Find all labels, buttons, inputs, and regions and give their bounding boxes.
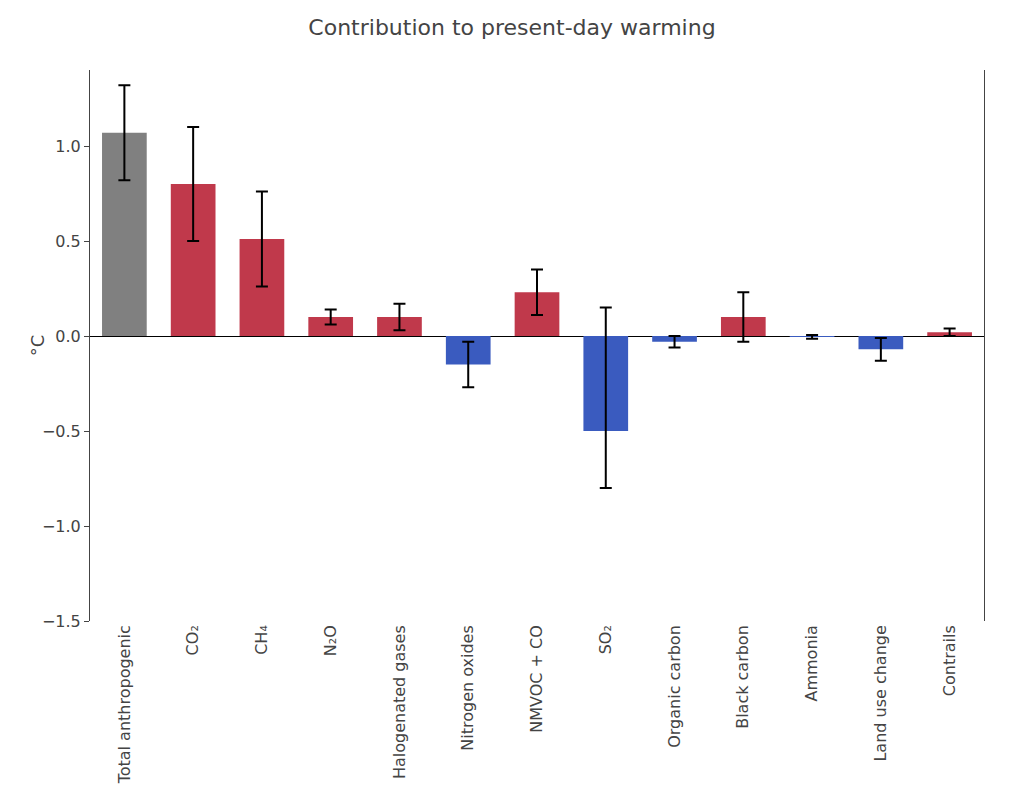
svg-text:Ammonia: Ammonia [802, 625, 821, 701]
svg-text:−1.5: −1.5 [42, 612, 81, 631]
svg-text:CH₄: CH₄ [252, 625, 271, 655]
svg-text:Black carbon: Black carbon [734, 625, 753, 729]
svg-text:Halogenated gases: Halogenated gases [390, 625, 409, 779]
svg-text:Organic carbon: Organic carbon [665, 625, 684, 748]
svg-text:Land use change: Land use change [871, 625, 890, 761]
svg-text:Contribution to present-day wa: Contribution to present-day warming [308, 15, 715, 40]
svg-text:0.0: 0.0 [55, 327, 80, 346]
svg-text:1.0: 1.0 [55, 137, 80, 156]
svg-text:N₂O: N₂O [321, 625, 340, 656]
svg-text:−0.5: −0.5 [42, 422, 81, 441]
svg-text:NMVOC + CO: NMVOC + CO [527, 625, 546, 733]
svg-text:CO₂: CO₂ [183, 625, 202, 655]
svg-text:Total anthropogenic: Total anthropogenic [115, 625, 134, 784]
svg-text:SO₂: SO₂ [596, 625, 615, 654]
svg-text:−1.0: −1.0 [42, 517, 81, 536]
svg-text:Contrails: Contrails [940, 625, 959, 696]
svg-text:0.5: 0.5 [55, 232, 80, 251]
svg-text:Nitrogen oxides: Nitrogen oxides [458, 625, 477, 750]
svg-text:°C: °C [27, 335, 48, 357]
